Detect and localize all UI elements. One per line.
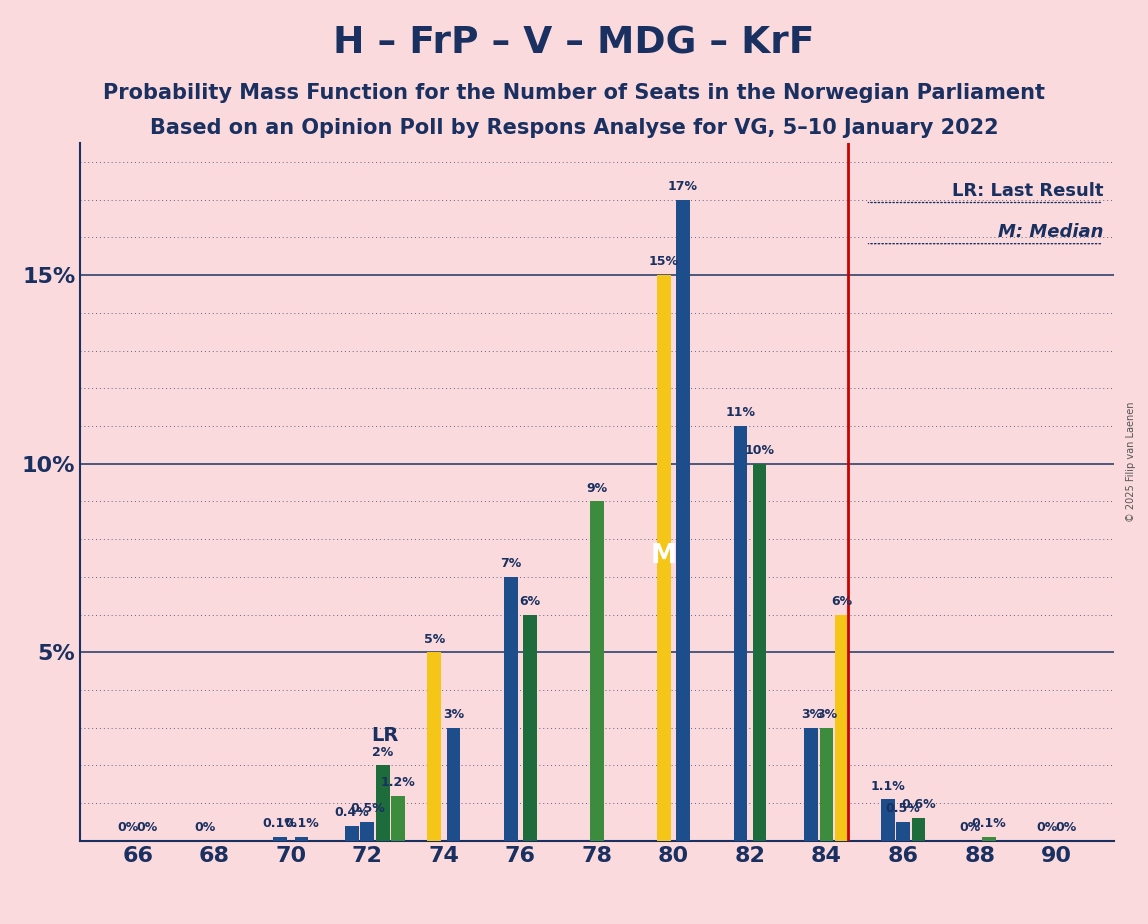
- Text: 1.2%: 1.2%: [381, 776, 416, 789]
- Bar: [835, 614, 848, 841]
- Text: H – FrP – V – MDG – KrF: H – FrP – V – MDG – KrF: [333, 26, 815, 62]
- Text: 0.1%: 0.1%: [285, 818, 319, 831]
- Text: LR: LR: [371, 725, 398, 745]
- Text: 3%: 3%: [816, 708, 837, 721]
- Bar: [523, 614, 537, 841]
- Text: 10%: 10%: [745, 444, 775, 457]
- Bar: [676, 200, 690, 841]
- Text: M: Median: M: Median: [998, 224, 1103, 241]
- Bar: [504, 577, 518, 841]
- Text: M: M: [651, 543, 677, 569]
- Text: 0.1%: 0.1%: [972, 818, 1007, 831]
- Bar: [805, 728, 819, 841]
- Bar: [657, 275, 670, 841]
- Text: 9%: 9%: [587, 481, 607, 494]
- Bar: [427, 652, 441, 841]
- Text: 2%: 2%: [372, 746, 394, 759]
- Text: 0%: 0%: [117, 821, 139, 834]
- Text: 7%: 7%: [501, 557, 521, 570]
- Bar: [375, 765, 389, 841]
- Bar: [820, 728, 833, 841]
- Text: 0.6%: 0.6%: [901, 798, 936, 811]
- Text: 1.1%: 1.1%: [870, 780, 905, 793]
- Bar: [881, 799, 894, 841]
- Text: 0%: 0%: [960, 821, 980, 834]
- Bar: [346, 826, 359, 841]
- Text: LR: Last Result: LR: Last Result: [952, 182, 1103, 200]
- Text: 0%: 0%: [137, 821, 158, 834]
- Bar: [273, 837, 287, 841]
- Text: 6%: 6%: [831, 595, 853, 608]
- Bar: [391, 796, 405, 841]
- Text: Probability Mass Function for the Number of Seats in the Norwegian Parliament: Probability Mass Function for the Number…: [103, 83, 1045, 103]
- Bar: [983, 837, 996, 841]
- Text: 0.5%: 0.5%: [350, 802, 385, 815]
- Bar: [590, 502, 604, 841]
- Text: 17%: 17%: [668, 180, 698, 193]
- Bar: [447, 728, 460, 841]
- Text: 11%: 11%: [726, 407, 755, 419]
- Text: 15%: 15%: [649, 255, 678, 268]
- Text: Based on an Opinion Poll by Respons Analyse for VG, 5–10 January 2022: Based on an Opinion Poll by Respons Anal…: [149, 118, 999, 139]
- Text: 6%: 6%: [519, 595, 541, 608]
- Text: 0.1%: 0.1%: [263, 818, 297, 831]
- Bar: [897, 822, 910, 841]
- Bar: [295, 837, 309, 841]
- Text: 5%: 5%: [424, 633, 445, 646]
- Text: 3%: 3%: [443, 708, 464, 721]
- Text: 3%: 3%: [800, 708, 822, 721]
- Bar: [912, 819, 925, 841]
- Text: 0%: 0%: [1055, 821, 1077, 834]
- Bar: [360, 822, 374, 841]
- Text: 0.5%: 0.5%: [886, 802, 921, 815]
- Text: © 2025 Filip van Laenen: © 2025 Filip van Laenen: [1126, 402, 1135, 522]
- Text: 0%: 0%: [194, 821, 216, 834]
- Text: 0%: 0%: [1035, 821, 1057, 834]
- Bar: [753, 464, 767, 841]
- Bar: [734, 426, 747, 841]
- Text: 0.4%: 0.4%: [335, 806, 370, 819]
